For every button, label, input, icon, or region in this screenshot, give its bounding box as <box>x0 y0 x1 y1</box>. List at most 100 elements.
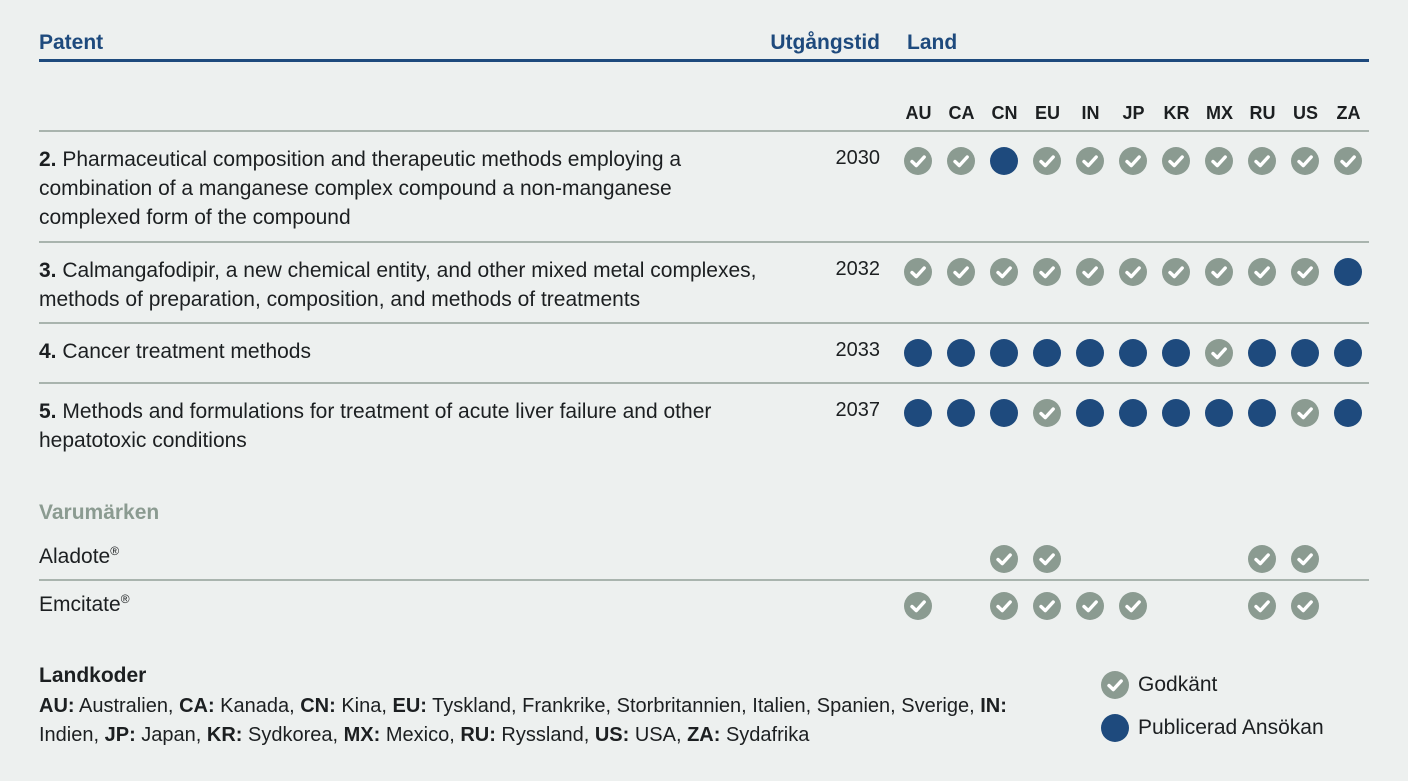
row-divider <box>39 382 1369 384</box>
country-code-value: Tyskland, Frankrike, Storbritannien, Ita… <box>426 695 981 717</box>
country-code-eu: EU <box>1034 103 1060 123</box>
patent-2-za-status <box>1334 147 1362 175</box>
row-divider <box>39 322 1369 324</box>
patent-3-us-status <box>1291 258 1319 286</box>
trademark-name: Aladote <box>39 545 111 568</box>
row-divider <box>39 241 1369 243</box>
trademark-aladote-eu-status <box>1033 545 1061 573</box>
country-column-header: Land <box>907 31 958 54</box>
patent-title: Pharmaceutical composition and therapeut… <box>39 148 682 229</box>
legend-approved-marker <box>1101 671 1129 699</box>
filled-circle-icon <box>904 399 932 427</box>
filled-circle-icon <box>947 399 975 427</box>
patent-5-kr-status <box>1162 399 1190 427</box>
filled-circle-icon <box>1119 339 1147 367</box>
legend-published-label: Publicerad Ansökan <box>1138 716 1324 739</box>
trademark-emcitate-ru-status <box>1248 592 1276 620</box>
patent-5-mx-status <box>1205 399 1233 427</box>
check-circle-icon <box>904 592 932 620</box>
trademark-aladote-ru-status <box>1248 545 1276 573</box>
patent-row-3-year: 2032 <box>835 258 881 280</box>
country-code-value: Kina, <box>335 695 393 717</box>
trademarks-heading: Varumärken <box>39 501 160 524</box>
check-circle-icon <box>1076 147 1104 175</box>
patent-4-in-status <box>1076 339 1104 367</box>
trademark-aladote: Aladote® <box>39 544 119 569</box>
country-code-value: Sydkorea, <box>242 724 344 746</box>
patent-row-5-title: 5. Methods and formulations for treatmen… <box>39 397 819 455</box>
country-code-key: ZA: <box>687 724 721 746</box>
patent-row-2-year: 2030 <box>835 147 881 169</box>
filled-circle-icon <box>1334 258 1362 286</box>
check-circle-icon <box>904 258 932 286</box>
patent-2-eu-status <box>1033 147 1061 175</box>
country-code-za: ZA <box>1336 103 1361 123</box>
filled-circle-icon <box>947 339 975 367</box>
patent-4-eu-status <box>1033 339 1061 367</box>
patent-5-jp-status <box>1119 399 1147 427</box>
check-circle-icon <box>1291 545 1319 573</box>
filled-circle-icon <box>1162 339 1190 367</box>
country-code-value: Sydafrika <box>720 724 810 746</box>
patent-4-cn-status <box>990 339 1018 367</box>
country-code-value: USA, <box>629 724 688 746</box>
country-code-value: Australien, <box>74 695 180 717</box>
row-divider <box>39 130 1369 132</box>
patent-4-ru-status <box>1248 339 1276 367</box>
check-circle-icon <box>1119 592 1147 620</box>
check-circle-icon <box>990 258 1018 286</box>
country-code-jp: JP <box>1122 103 1145 123</box>
patent-row-4-year: 2033 <box>835 339 881 361</box>
patent-2-cn-status <box>990 147 1018 175</box>
patent-title: Methods and formulations for treatment o… <box>39 400 712 452</box>
expiry-column-header: Utgångstid <box>770 31 880 54</box>
country-code-au: AU <box>905 103 932 123</box>
country-code-key: MX: <box>343 724 381 746</box>
patent-2-ru-status <box>1248 147 1276 175</box>
filled-circle-icon <box>1248 399 1276 427</box>
patent-4-mx-status <box>1205 339 1233 367</box>
check-circle-icon <box>1162 147 1190 175</box>
check-circle-icon <box>1291 592 1319 620</box>
patent-3-jp-status <box>1119 258 1147 286</box>
trademark-emcitate: Emcitate® <box>39 592 130 617</box>
patent-5-in-status <box>1076 399 1104 427</box>
check-circle-icon <box>1334 147 1362 175</box>
country-code-kr: KR <box>1163 103 1190 123</box>
country-code-key: CA: <box>179 695 215 717</box>
patent-5-au-status <box>904 399 932 427</box>
patent-5-ru-status <box>1248 399 1276 427</box>
country-code-key: AU: <box>39 695 75 717</box>
country-code-key: RU: <box>460 724 496 746</box>
legend-approved-label: Godkänt <box>1138 673 1218 696</box>
trademark-emcitate-cn-status <box>990 592 1018 620</box>
patent-2-au-status <box>904 147 932 175</box>
patent-5-ca-status <box>947 399 975 427</box>
filled-circle-icon <box>1205 399 1233 427</box>
trademark-aladote-us-status <box>1291 545 1319 573</box>
filled-circle-icon <box>1334 399 1362 427</box>
patent-4-us-status <box>1291 339 1319 367</box>
patent-2-jp-status <box>1119 147 1147 175</box>
check-circle-icon <box>1033 545 1061 573</box>
filled-circle-icon <box>1076 339 1104 367</box>
patent-3-ru-status <box>1248 258 1276 286</box>
check-circle-icon <box>990 545 1018 573</box>
check-circle-icon <box>1248 545 1276 573</box>
patent-title: Cancer treatment methods <box>62 340 311 363</box>
patent-2-ca-status <box>947 147 975 175</box>
patent-4-za-status <box>1334 339 1362 367</box>
country-code-mx: MX <box>1206 103 1233 123</box>
check-circle-icon <box>947 258 975 286</box>
registered-mark: ® <box>120 592 130 606</box>
patent-5-eu-status <box>1033 399 1061 427</box>
patent-4-jp-status <box>1119 339 1147 367</box>
filled-circle-icon <box>990 399 1018 427</box>
check-circle-icon <box>1205 258 1233 286</box>
patent-3-mx-status <box>1205 258 1233 286</box>
trademark-emcitate-jp-status <box>1119 592 1147 620</box>
country-code-key: IN: <box>980 695 1007 717</box>
patent-row-5-year: 2037 <box>835 399 881 421</box>
patent-3-kr-status <box>1162 258 1190 286</box>
country-code-cn: CN <box>991 103 1018 123</box>
